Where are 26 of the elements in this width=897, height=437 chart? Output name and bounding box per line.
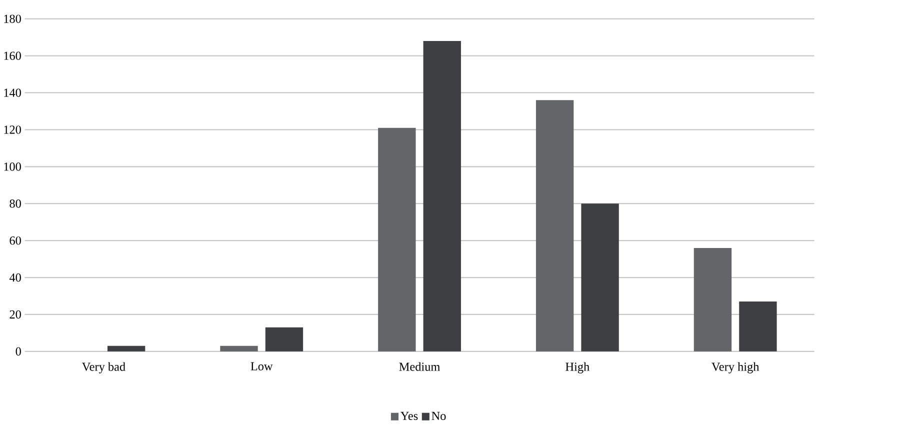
- legend-label: No: [432, 412, 446, 420]
- bar: [423, 40, 461, 352]
- y-tick-label: 60: [10, 236, 21, 245]
- y-tick-label: 40: [9, 273, 21, 282]
- y-tick-label: 160: [4, 52, 21, 60]
- y-tick-label: 180: [4, 14, 21, 23]
- bar: [220, 346, 258, 352]
- bar: [265, 327, 304, 352]
- y-tick-label: 100: [4, 162, 21, 171]
- bar: [107, 346, 146, 352]
- x-tick-label: Medium: [399, 362, 440, 371]
- bar: [536, 100, 574, 352]
- x-tick-label: Low: [250, 362, 273, 370]
- y-tick-label: 80: [10, 199, 21, 208]
- x-tick-label: High: [566, 362, 590, 374]
- x-tick-label: Very bad: [82, 362, 126, 374]
- x-tick-label: Very high: [712, 362, 760, 374]
- bar: [739, 301, 777, 352]
- bar: [694, 248, 732, 352]
- y-tick-label: 20: [10, 310, 21, 318]
- y-tick-label: 0: [16, 347, 21, 356]
- legend-label: Yes: [400, 412, 418, 420]
- bar: [378, 128, 416, 352]
- y-tick-label: 120: [4, 126, 21, 134]
- bar: [581, 204, 619, 352]
- y-tick-label: 140: [4, 88, 21, 97]
